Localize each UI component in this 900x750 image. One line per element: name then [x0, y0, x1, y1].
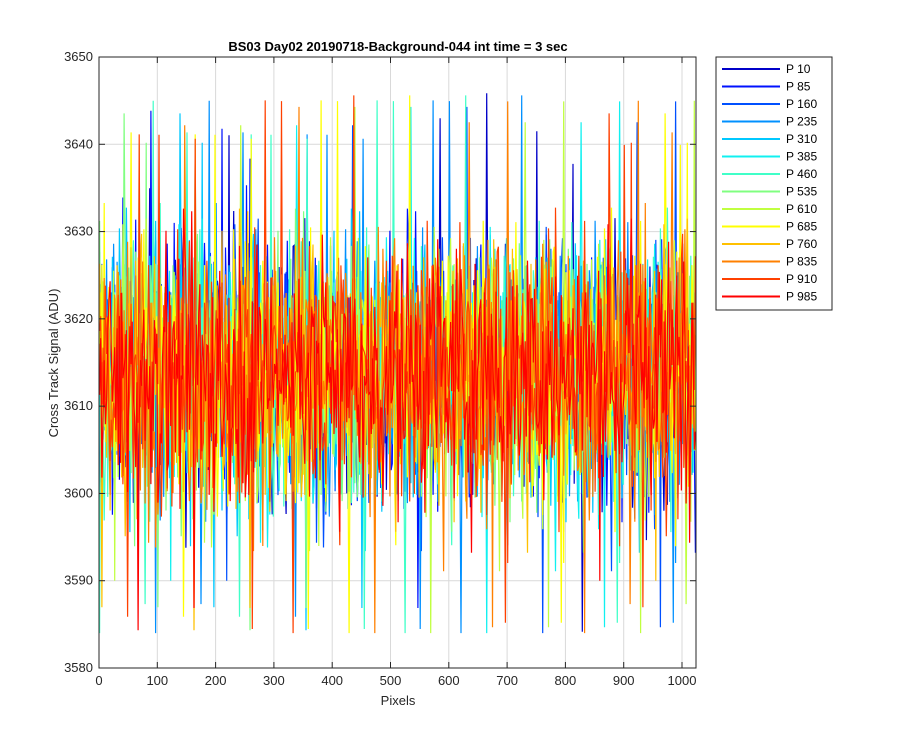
x-tick-label: 900 — [613, 673, 635, 688]
legend-entry: P 85 — [786, 80, 811, 94]
x-tick-label: 400 — [321, 673, 343, 688]
x-tick-label: 500 — [380, 673, 402, 688]
y-axis-label: Cross Track Signal (ADU) — [46, 289, 61, 438]
series-line-p-985 — [99, 208, 696, 631]
x-tick-label: 200 — [205, 673, 227, 688]
y-tick-label: 3630 — [64, 224, 93, 239]
x-tick-label: 100 — [146, 673, 168, 688]
legend-entry: P 760 — [786, 237, 817, 251]
legend-entry: P 985 — [786, 290, 817, 304]
ticks-group: 0 100 200 300 400 500 600 700 800 900 1000 3580 3590… — [64, 49, 696, 688]
legend-entry: P 10 — [786, 62, 811, 76]
x-tick-label: 800 — [555, 673, 577, 688]
y-tick-label: 3620 — [64, 311, 93, 326]
legend-entry: P 610 — [786, 202, 817, 216]
legend-entry: P 460 — [786, 167, 817, 181]
legend-entry: P 385 — [786, 150, 817, 164]
legend-entry: P 310 — [786, 132, 817, 146]
legend-entry: P 835 — [786, 255, 817, 269]
legend-entry: P 160 — [786, 97, 817, 111]
legend: P 10 P 85 P 160 P 235 P 310 P 385 P 460 P 535 P … — [715, 56, 833, 311]
x-tick-label: 0 — [95, 673, 102, 688]
series-group — [99, 93, 696, 634]
y-tick-label: 3640 — [64, 136, 93, 151]
axes-box — [98, 56, 697, 669]
legend-entry: P 685 — [786, 220, 817, 234]
x-tick-label: 300 — [263, 673, 285, 688]
x-tick-label: 700 — [496, 673, 518, 688]
y-tick-label: 3590 — [64, 573, 93, 588]
y-tick-label: 3610 — [64, 398, 93, 413]
chart-title: BS03 Day02 20190718-Background-044 int t… — [228, 39, 567, 54]
legend-entry: P 535 — [786, 185, 817, 199]
x-tick-label: 1000 — [668, 673, 697, 688]
y-tick-label: 3600 — [64, 485, 93, 500]
legend-entry: P 910 — [786, 272, 817, 286]
y-tick-label: 3580 — [64, 660, 93, 675]
y-tick-label: 3650 — [64, 49, 93, 64]
legend-box — [715, 56, 833, 311]
legend-entry: P 235 — [786, 115, 817, 129]
x-axis-label: Pixels — [381, 693, 416, 708]
x-tick-label: 600 — [438, 673, 460, 688]
